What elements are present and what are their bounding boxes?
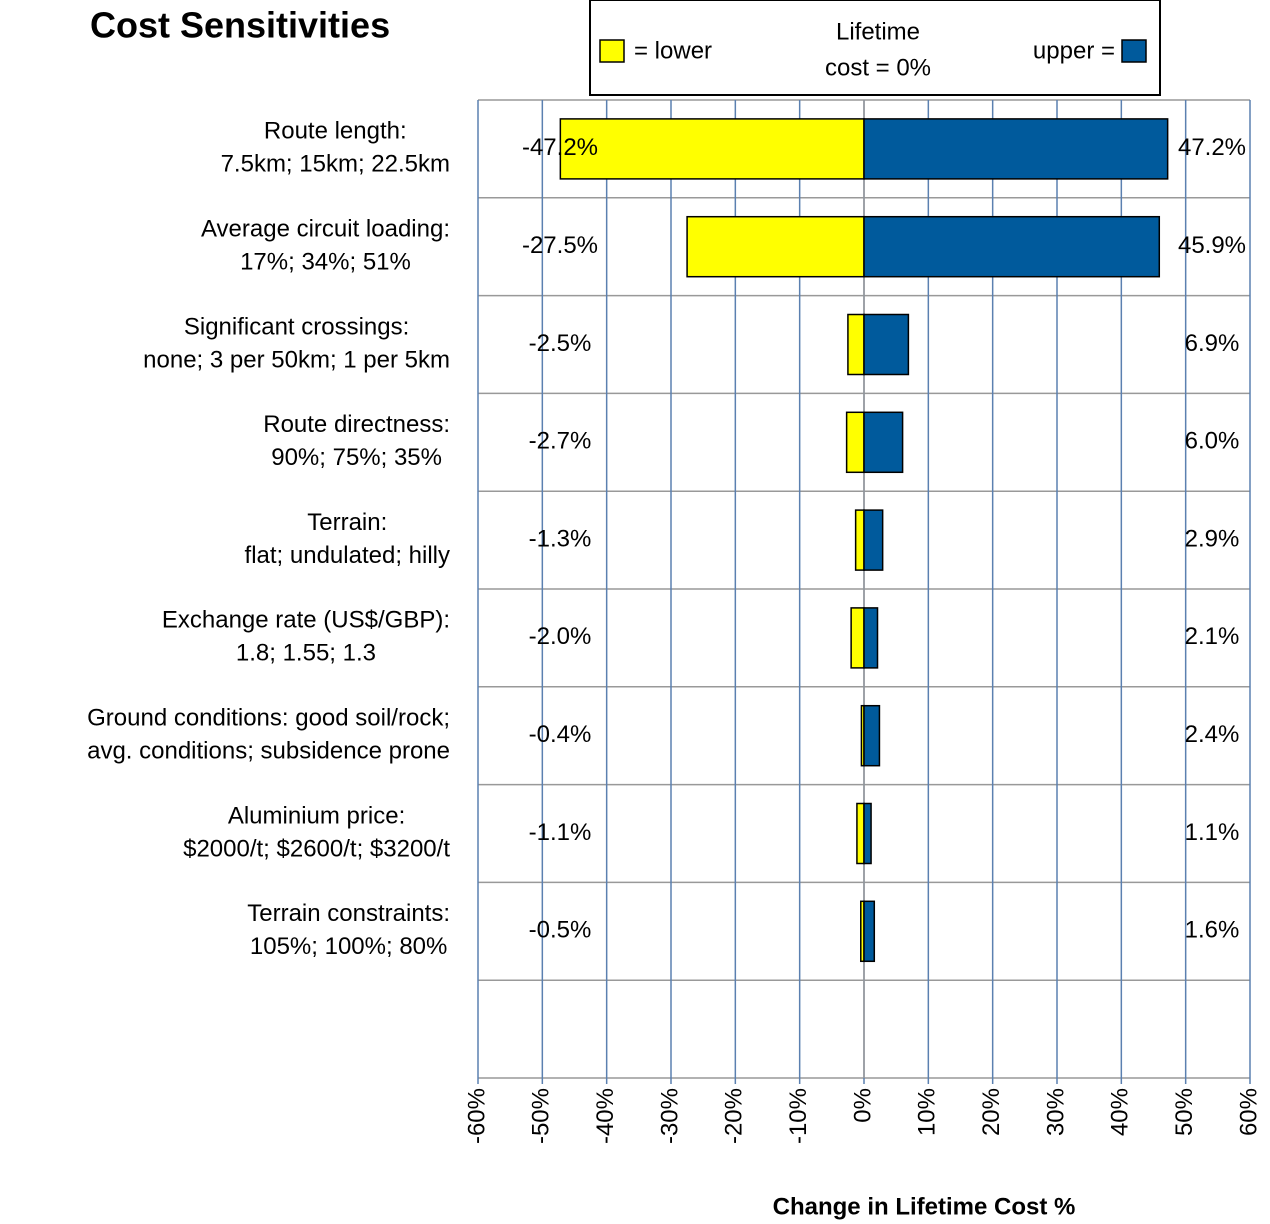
bar: [863, 313, 910, 376]
value-label: 6.9%: [1185, 330, 1240, 357]
value-label: 6.0%: [1185, 428, 1240, 455]
legend-swatch: [599, 39, 625, 63]
value-label: -0.5%: [529, 917, 592, 944]
bar: [863, 509, 884, 571]
category-label: 90%; 75%; 35%: [271, 444, 442, 471]
value-label: -2.7%: [529, 428, 592, 455]
value-label: -1.1%: [529, 819, 592, 846]
value-label: 2.9%: [1185, 525, 1240, 552]
bar: [686, 215, 865, 278]
value-label: 2.4%: [1185, 721, 1240, 748]
x-tick-label: -20%: [721, 1088, 748, 1144]
legend-label: = lower: [634, 37, 712, 64]
x-tick-label: -10%: [785, 1088, 812, 1144]
value-label: -0.4%: [529, 721, 592, 748]
category-label: $2000/t; $2600/t; $3200/t: [183, 835, 450, 862]
bar: [863, 411, 904, 474]
x-tick-label: -40%: [592, 1088, 619, 1144]
bar: [863, 704, 881, 767]
category-label: Significant crossings:: [184, 313, 409, 340]
chart-title: Cost Sensitivities: [90, 5, 390, 46]
category-label: Terrain constraints:: [247, 900, 450, 927]
legend-swatch: [1121, 39, 1147, 63]
x-axis-label: Change in Lifetime Cost %: [773, 1193, 1076, 1220]
x-tick-label: -30%: [656, 1088, 683, 1144]
category-label: Exchange rate (US$/GBP):: [162, 607, 450, 634]
x-tick-label: 30%: [1042, 1088, 1069, 1136]
value-label: -47.2%: [522, 134, 598, 161]
bar: [559, 118, 865, 180]
value-label: -2.0%: [529, 623, 592, 650]
legend-title: cost = 0%: [825, 54, 931, 81]
bar: [856, 802, 865, 865]
x-tick-label: 60%: [1235, 1088, 1262, 1136]
value-label: -27.5%: [522, 232, 598, 259]
value-label: 1.6%: [1185, 917, 1240, 944]
x-tick-label: 50%: [1171, 1088, 1198, 1136]
legend-title: Lifetime: [836, 18, 920, 45]
category-label: 7.5km; 15km; 22.5km: [221, 151, 450, 178]
category-label: Route length:: [264, 118, 407, 145]
value-label: 47.2%: [1178, 134, 1246, 161]
category-label: Average circuit loading:: [201, 216, 450, 243]
bar: [863, 215, 1161, 278]
category-label: Terrain:: [307, 509, 387, 536]
bar: [845, 411, 865, 474]
legend-box: [589, 0, 1161, 96]
value-label: -1.3%: [529, 525, 592, 552]
category-label: 1.8; 1.55; 1.3: [236, 640, 376, 667]
value-label: 1.1%: [1185, 819, 1240, 846]
bar: [863, 118, 1169, 180]
value-label: 2.1%: [1185, 623, 1240, 650]
x-tick-label: 20%: [978, 1088, 1005, 1136]
category-label: flat; undulated; hilly: [245, 542, 450, 569]
value-label: -2.5%: [529, 330, 592, 357]
category-label: Aluminium price:: [228, 802, 405, 829]
bar: [850, 607, 865, 669]
bar: [863, 607, 879, 669]
x-tick-label: 40%: [1107, 1088, 1134, 1136]
legend-label: upper =: [1033, 37, 1115, 64]
value-label: 45.9%: [1178, 232, 1246, 259]
x-tick-label: -60%: [463, 1088, 490, 1144]
category-label: 17%; 34%; 51%: [240, 249, 411, 276]
bar: [863, 802, 872, 865]
category-label: Route directness:: [263, 411, 450, 438]
category-label: avg. conditions; subsidence prone: [87, 738, 450, 765]
bar: [863, 900, 876, 963]
x-tick-label: 0%: [849, 1088, 876, 1123]
category-label: 105%; 100%; 80%: [250, 933, 447, 960]
category-label: none; 3 per 50km; 1 per 5km: [143, 346, 450, 373]
x-tick-label: -50%: [528, 1088, 555, 1144]
bar: [847, 313, 865, 376]
bar: [854, 509, 865, 571]
x-tick-label: 10%: [914, 1088, 941, 1136]
category-label: Ground conditions: good soil/rock;: [87, 705, 450, 732]
